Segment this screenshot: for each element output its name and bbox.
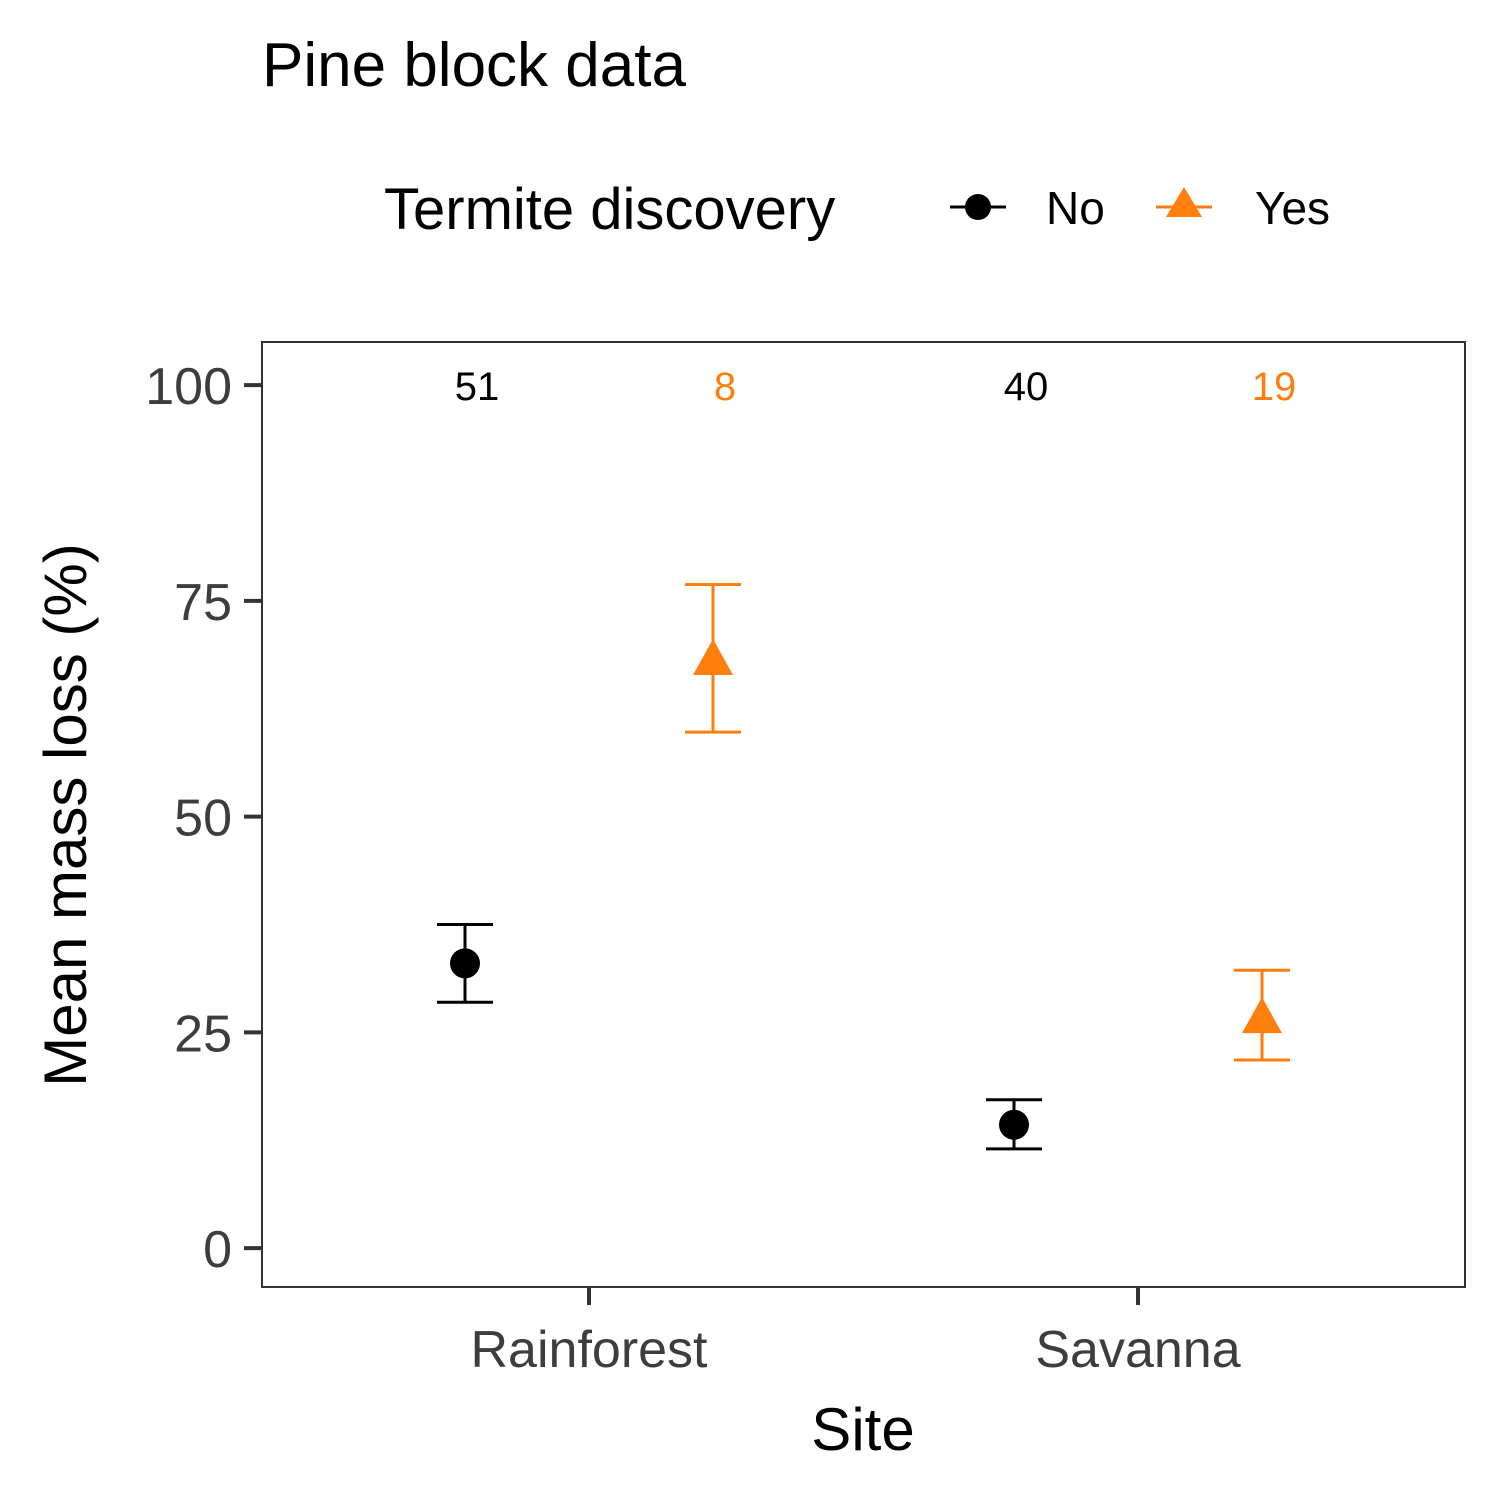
point-yes-savanna xyxy=(1242,997,1282,1034)
chart-title: Pine block data xyxy=(262,31,686,100)
x-axis-label: Site xyxy=(811,1396,914,1463)
y-tick-label-100: 100 xyxy=(145,358,232,416)
legend-key-yes xyxy=(1156,187,1212,217)
n-label-no-savanna: 40 xyxy=(1004,365,1049,409)
n-label-no-rainforest: 51 xyxy=(455,365,500,409)
x-tick-label-savanna: Savanna xyxy=(1035,1321,1240,1379)
x-axis: Rainforest Savanna xyxy=(471,1287,1241,1379)
point-no-rainforest xyxy=(450,948,480,979)
plot-panel xyxy=(261,341,1466,1288)
legend-label-yes: Yes xyxy=(1255,182,1330,234)
point-yes-rainforest xyxy=(693,638,733,675)
point-no-savanna xyxy=(999,1109,1029,1140)
series-no: 51 40 xyxy=(437,365,1049,1151)
y-tick-label-50: 50 xyxy=(174,790,232,848)
legend-key-yes-marker xyxy=(1166,187,1202,217)
y-axis: 0 25 50 75 100 xyxy=(145,358,262,1279)
y-tick-label-0: 0 xyxy=(203,1221,232,1279)
legend-label-no: No xyxy=(1046,182,1105,234)
legend-title: Termite discovery xyxy=(384,177,835,242)
series-yes: 8 19 xyxy=(685,365,1297,1062)
y-tick-label-75: 75 xyxy=(174,574,232,632)
n-label-yes-rainforest: 8 xyxy=(714,365,736,409)
data-marks: 51 40 8 19 xyxy=(437,365,1297,1151)
y-tick-label-25: 25 xyxy=(174,1005,232,1063)
legend-key-no-marker xyxy=(965,194,991,220)
legend-key-no xyxy=(950,194,1006,220)
y-axis-label: Mean mass loss (%) xyxy=(32,543,99,1086)
legend: Termite discovery No Yes xyxy=(384,177,1330,242)
x-tick-label-rainforest: Rainforest xyxy=(471,1321,709,1379)
n-label-yes-savanna: 19 xyxy=(1252,365,1297,409)
